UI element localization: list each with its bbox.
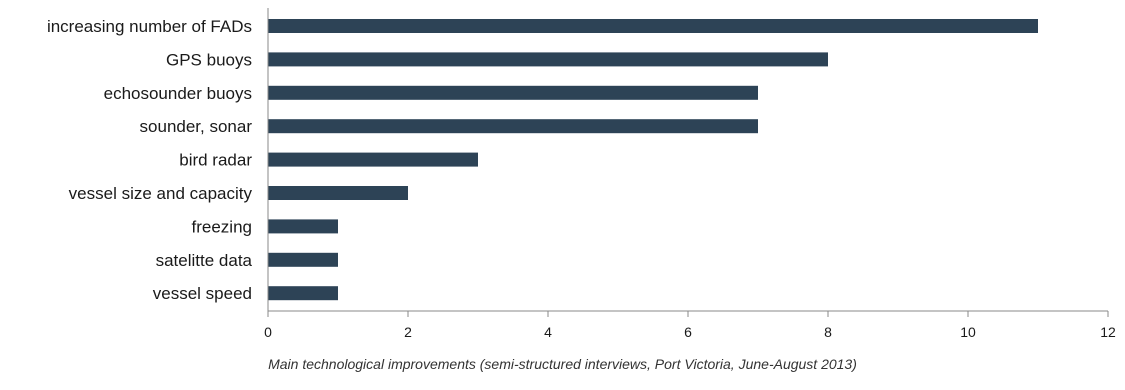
x-tick-label-1: 2	[404, 324, 412, 340]
x-tick-label-4: 8	[824, 324, 832, 340]
bar-0	[268, 19, 1038, 33]
bar-3	[268, 119, 758, 134]
category-label-2: echosounder buoys	[104, 84, 252, 103]
x-tick-label-6: 12	[1100, 324, 1116, 340]
bar-1	[268, 52, 828, 67]
category-label-1: GPS buoys	[166, 50, 252, 69]
x-tick-label-2: 4	[544, 324, 552, 340]
x-tick-label-5: 10	[960, 324, 976, 340]
category-label-8: vessel speed	[153, 284, 252, 303]
x-tick-label-3: 6	[684, 324, 692, 340]
bar-8	[268, 286, 338, 301]
category-label-3: sounder, sonar	[140, 117, 253, 136]
x-tick-label-0: 0	[264, 324, 272, 340]
category-label-4: bird radar	[179, 151, 252, 170]
chart-caption: Main technological improvements (semi-st…	[268, 356, 857, 372]
category-label-0: increasing number of FADs	[47, 17, 252, 36]
category-labels: increasing number of FADs GPS buoys echoso…	[47, 17, 253, 303]
bar-4	[268, 152, 478, 167]
category-label-7: satelitte data	[156, 251, 253, 270]
bar-2	[268, 85, 758, 100]
bar-7	[268, 252, 338, 267]
bar-5	[268, 186, 408, 200]
bars-layer	[268, 19, 1038, 301]
category-label-5: vessel size and capacity	[69, 184, 253, 203]
x-axis: 0 2 4 6 8 10 12	[264, 8, 1116, 340]
category-label-6: freezing	[192, 217, 252, 236]
bar-6	[268, 219, 338, 234]
